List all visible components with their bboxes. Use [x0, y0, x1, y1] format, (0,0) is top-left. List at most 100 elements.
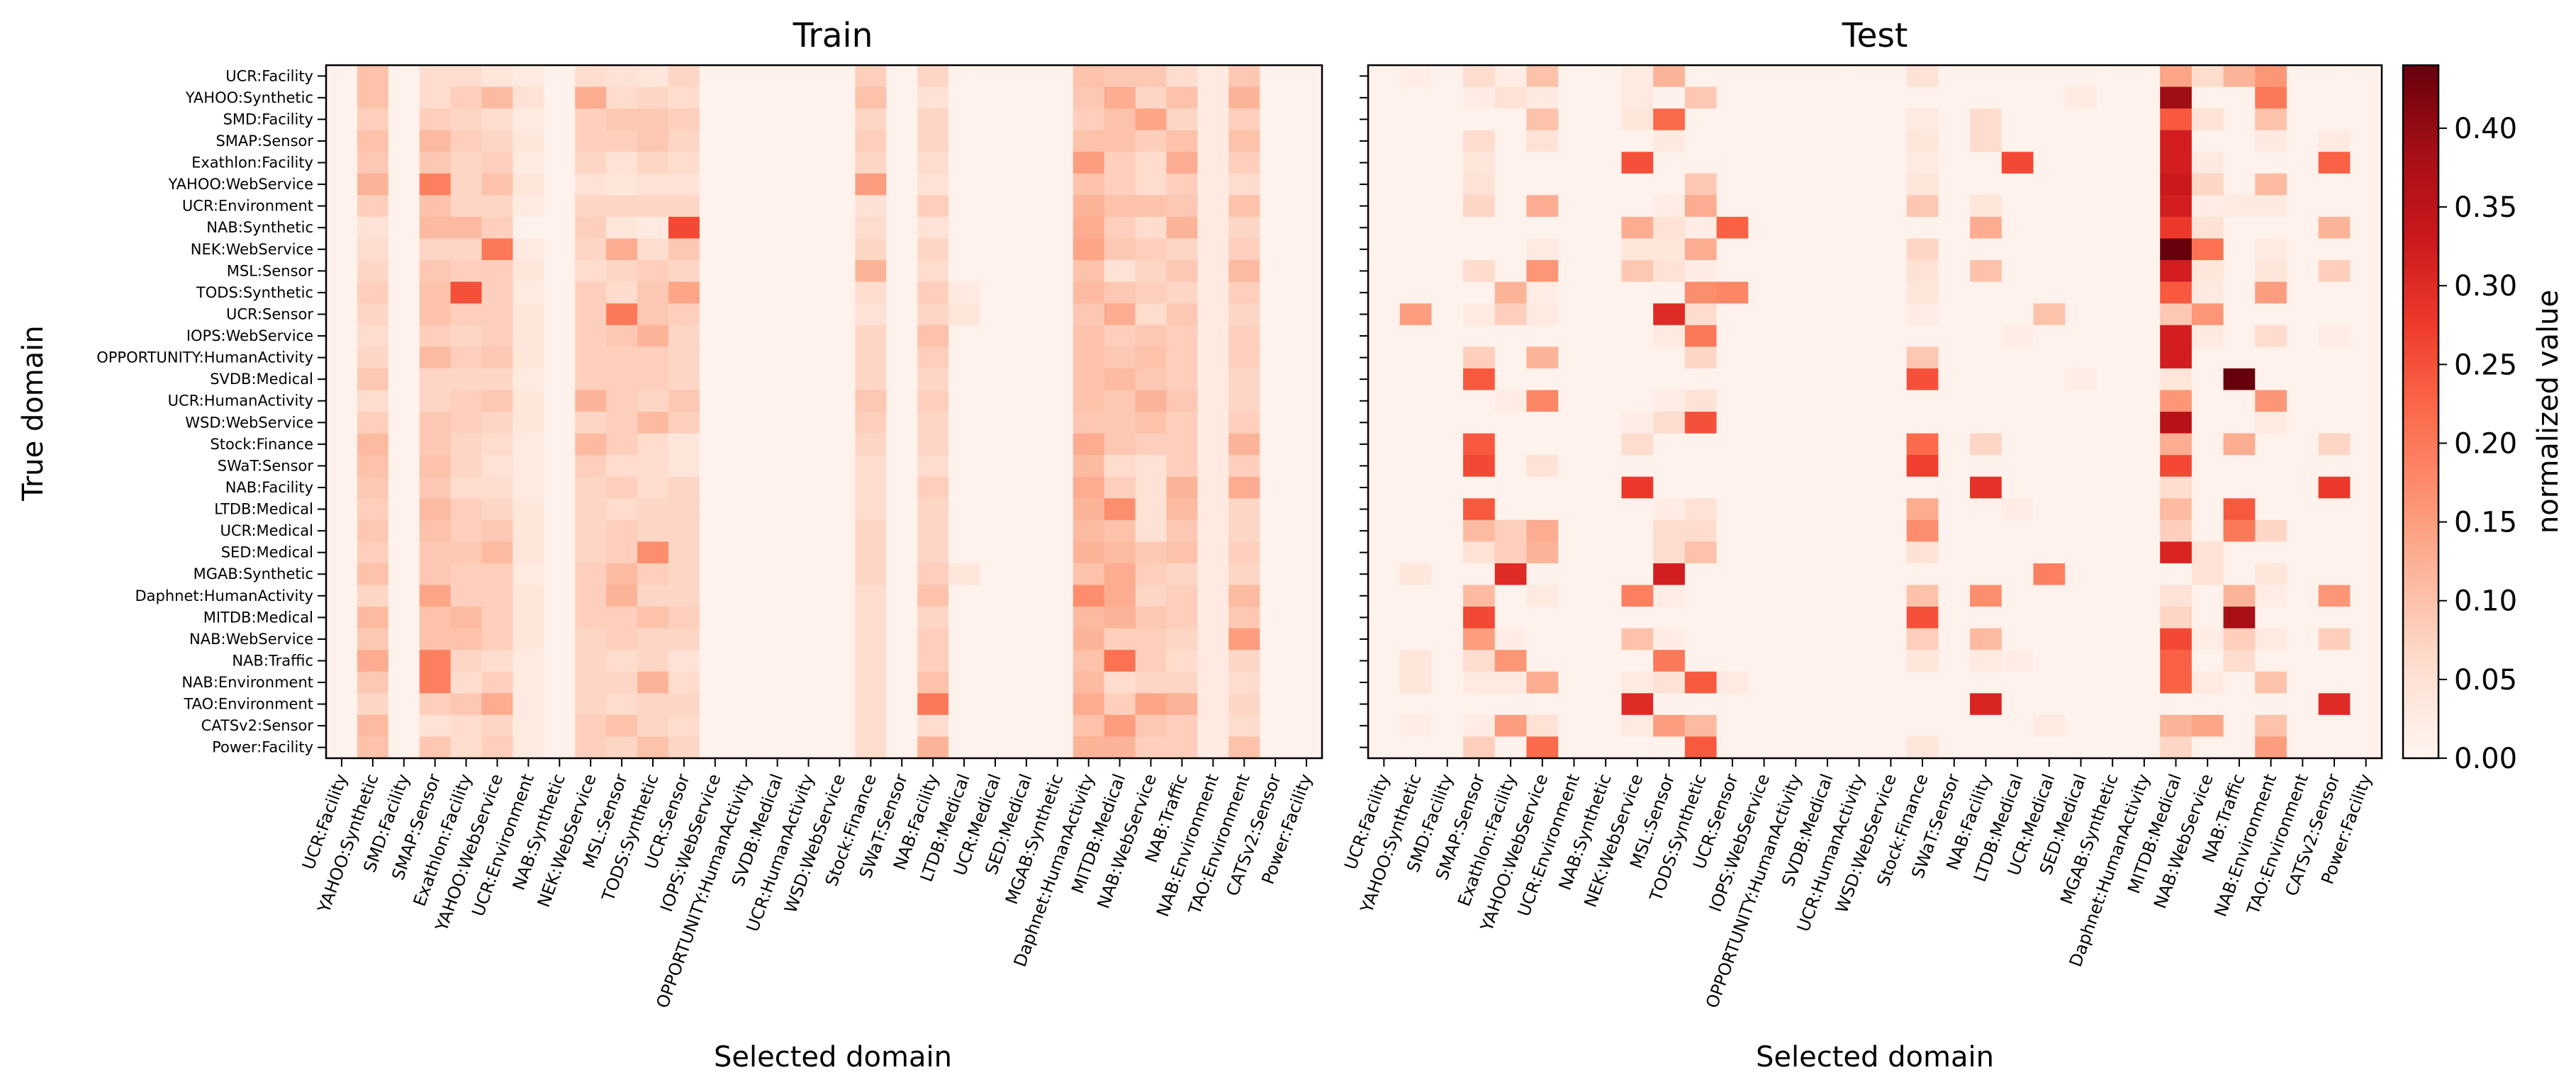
heatmap-cell	[668, 585, 700, 607]
heatmap-cell	[2128, 173, 2161, 196]
heatmap-cell	[730, 693, 763, 716]
heatmap-cell	[730, 260, 763, 283]
heatmap-cell	[761, 195, 794, 218]
heatmap-cell	[855, 152, 887, 174]
heatmap-cell	[1843, 736, 1876, 759]
heatmap-cell	[1073, 519, 1105, 542]
heatmap-cell	[668, 281, 700, 304]
heatmap-cell	[1526, 216, 1559, 240]
heatmap-cell	[1526, 736, 1559, 759]
heatmap-cell	[917, 173, 949, 196]
heatmap-cell	[1431, 303, 1464, 326]
heatmap-cell	[1291, 693, 1323, 716]
heatmap-cell	[730, 455, 763, 478]
heatmap-cell	[357, 368, 389, 391]
y-tick-label: LTDB:Medical	[214, 501, 313, 518]
heatmap-cell	[357, 650, 389, 672]
heatmap-cell	[1970, 108, 2003, 131]
heatmap-cell	[761, 390, 794, 412]
heatmap-cell	[2128, 412, 2161, 434]
heatmap-cell	[1135, 195, 1167, 218]
heatmap-cell	[326, 86, 358, 109]
heatmap-cell	[513, 607, 544, 629]
heatmap-cell	[1748, 260, 1781, 283]
heatmap-cell	[2255, 736, 2287, 759]
heatmap-cell	[980, 433, 1012, 456]
heatmap-cell	[793, 693, 825, 716]
heatmap-cell	[1166, 260, 1198, 283]
heatmap-cell	[2128, 216, 2161, 240]
heatmap-cell	[1526, 173, 1559, 196]
y-tick-label: YAHOO:WebService	[167, 176, 313, 193]
heatmap-cell	[513, 152, 544, 174]
heatmap-cell	[2001, 195, 2034, 218]
heatmap-cell	[2065, 433, 2098, 456]
heatmap-cell	[824, 650, 856, 672]
heatmap-cell	[2191, 173, 2224, 196]
heatmap-cell	[2128, 238, 2161, 261]
heatmap-cell	[326, 130, 358, 152]
heatmap-cell	[668, 173, 700, 196]
heatmap-cell	[1558, 628, 1591, 650]
heatmap-cell	[1010, 585, 1043, 607]
heatmap-cell	[1684, 671, 1718, 694]
heatmap-cell	[1368, 390, 1401, 412]
heatmap-cell	[2128, 541, 2161, 564]
heatmap-cell	[1041, 714, 1074, 738]
heatmap-cell	[2191, 368, 2224, 391]
heatmap-cell	[1684, 325, 1718, 347]
heatmap-cell	[606, 260, 638, 283]
colorbar-tick-label: 0.20	[2454, 427, 2517, 460]
heatmap-cell	[824, 238, 856, 261]
heatmap-cell	[2318, 671, 2351, 694]
heatmap-cell	[1843, 325, 1876, 347]
heatmap-cell	[1399, 714, 1432, 738]
heatmap-cell	[1463, 628, 1496, 650]
heatmap-cell	[699, 476, 732, 499]
heatmap-cell	[1906, 303, 1939, 326]
heatmap-cell	[1589, 108, 1623, 131]
heatmap-cell	[2223, 303, 2256, 326]
heatmap-cell	[730, 108, 763, 131]
heatmap-cell	[1291, 65, 1323, 88]
heatmap-cell	[1104, 130, 1136, 152]
heatmap-cell	[1779, 433, 1813, 456]
heatmap-cell	[1811, 303, 1844, 326]
heatmap-cell	[637, 476, 669, 499]
heatmap-cell	[1811, 173, 1844, 196]
heatmap-cell	[1010, 325, 1043, 347]
heatmap-cell	[1135, 650, 1167, 672]
heatmap-cell	[730, 607, 763, 629]
heatmap-cell	[980, 65, 1012, 88]
heatmap-cell	[2286, 152, 2319, 174]
heatmap-cell	[1463, 693, 1496, 716]
heatmap-cell	[419, 347, 452, 369]
heatmap-cell	[2255, 607, 2287, 629]
heatmap-cell	[2223, 86, 2256, 109]
heatmap-cell	[980, 325, 1012, 347]
heatmap-cell	[1684, 563, 1718, 586]
heatmap-cell	[1526, 563, 1559, 586]
heatmap-cell	[1875, 412, 1908, 434]
heatmap-cell	[2065, 216, 2098, 240]
heatmap-cell	[948, 238, 980, 261]
heatmap-cell	[1558, 585, 1591, 607]
heatmap-cell	[699, 585, 732, 607]
heatmap-cell	[1010, 498, 1043, 521]
y-tick-label: SWaT:Sensor	[218, 457, 314, 474]
heatmap-cell	[1589, 628, 1623, 650]
heatmap-cell	[948, 563, 980, 586]
heatmap-cell	[2286, 281, 2319, 304]
heatmap-cell	[886, 108, 918, 131]
heatmap-cell	[1589, 368, 1623, 391]
heatmap-cell	[2318, 281, 2351, 304]
heatmap-cell	[513, 736, 544, 759]
heatmap-cell	[575, 433, 607, 456]
heatmap-cell	[2286, 433, 2319, 456]
heatmap-cell	[2255, 152, 2287, 174]
heatmap-cell	[637, 325, 669, 347]
heatmap-cell	[388, 303, 420, 326]
colorbar-tick-label: 0.15	[2454, 507, 2517, 539]
heatmap-cell	[2065, 736, 2098, 759]
heatmap-cell	[1104, 65, 1136, 88]
